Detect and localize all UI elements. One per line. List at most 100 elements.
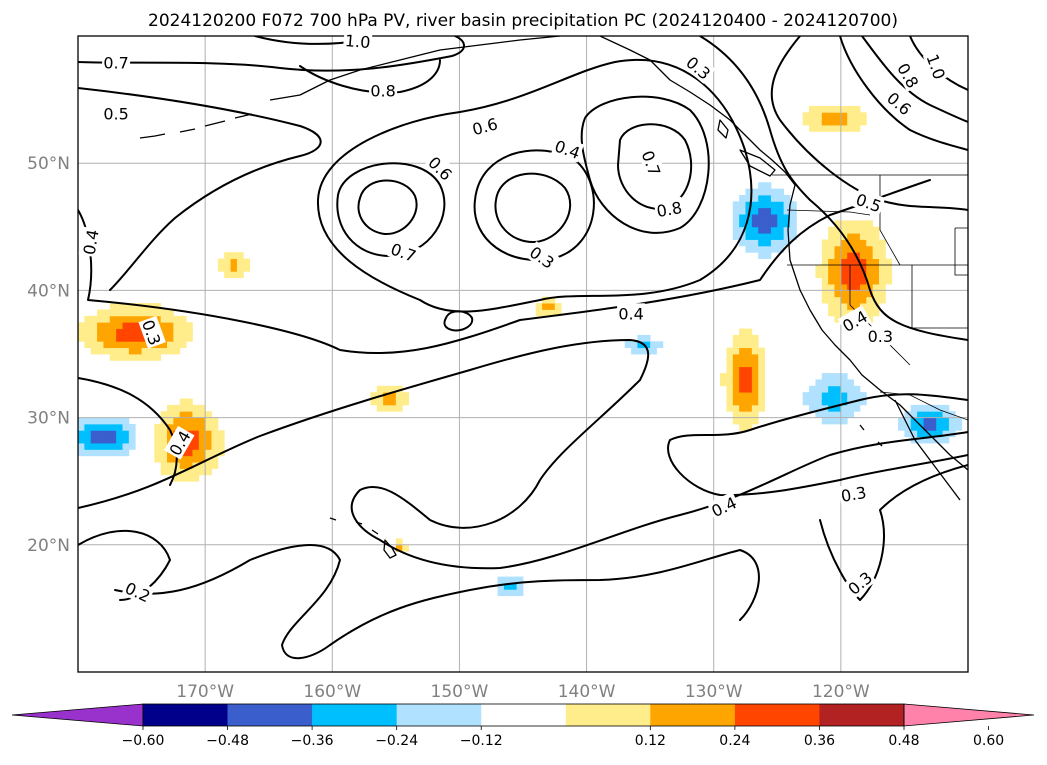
pc-fill-cell xyxy=(923,436,931,444)
pc-fill-cell xyxy=(135,322,142,329)
pc-fill-cell xyxy=(745,423,753,431)
pc-fill-cell xyxy=(173,404,181,412)
pc-fill-cell xyxy=(732,347,740,355)
pc-fill-cell xyxy=(154,315,162,323)
pc-fill-cell xyxy=(147,354,155,361)
pc-fill-cell xyxy=(554,303,562,310)
pc-fill-cell xyxy=(923,411,931,418)
contour-label-halo xyxy=(638,146,666,180)
pc-fill-cell xyxy=(192,443,200,450)
pc-fill-cell xyxy=(840,118,848,126)
pc-fill-cell xyxy=(834,398,842,406)
colorbar-tick-label: 0.36 xyxy=(804,733,835,749)
pc-fill-cell xyxy=(898,423,905,431)
pc-fill-cell xyxy=(809,112,816,120)
pc-fill-cell xyxy=(739,239,746,247)
pc-fill-cell xyxy=(122,341,130,349)
pc-fill-cell xyxy=(103,443,111,450)
lat-label: 40°N xyxy=(27,281,70,301)
pc-fill-cell xyxy=(770,239,778,247)
pc-fill-cell xyxy=(128,303,136,310)
pc-fill-cell xyxy=(758,220,765,228)
pc-fill-cell xyxy=(376,398,384,406)
pc-fill-cell xyxy=(821,392,829,399)
pc-fill-cell xyxy=(103,341,111,349)
pc-fill-cell xyxy=(167,347,174,355)
pv-contour-0-6-west xyxy=(336,162,446,257)
pc-fill-cell xyxy=(770,207,778,215)
contour-label-halo xyxy=(424,151,458,185)
contour-label: 0.4 xyxy=(617,303,646,323)
pc-fill-cell xyxy=(751,226,759,234)
pc-fill-cell xyxy=(828,417,835,425)
pc-fill-cell xyxy=(211,423,219,431)
contour-label-halo xyxy=(866,326,895,346)
contour-label-halo xyxy=(842,566,877,599)
pc-fill-cell xyxy=(853,404,861,412)
pc-fill-cell xyxy=(764,182,772,190)
pc-fill-cell xyxy=(847,385,854,393)
pc-fill-cell xyxy=(122,303,130,310)
colorbar: −0.60 −0.48 −0.36 −0.24 −0.12 0.12 0.24 0.36 0.4… xyxy=(11,703,1035,749)
pc-fill-cell xyxy=(135,341,142,349)
lon-label: 140°W xyxy=(558,682,616,702)
pc-fill-cell xyxy=(128,430,136,438)
pc-fill-cell xyxy=(828,296,835,304)
pc-fill-cell xyxy=(192,436,200,444)
pc-fill-cell xyxy=(821,258,829,266)
pc-fill-cell xyxy=(116,322,123,329)
pc-fill-cell xyxy=(116,328,123,336)
pc-fill-cell xyxy=(732,411,740,418)
pc-fill-cell xyxy=(809,105,816,113)
pc-fill-cell xyxy=(516,576,524,584)
pc-fill-cell xyxy=(84,449,92,457)
pc-fill-cell xyxy=(179,404,187,412)
pc-fill-cell xyxy=(739,373,746,380)
pc-fill-cell xyxy=(904,423,912,431)
pc-fill-cell xyxy=(859,271,867,279)
pc-fill-cell xyxy=(122,347,130,355)
pc-fill-cell xyxy=(853,233,861,240)
pc-fill-cell xyxy=(879,271,886,279)
pc-fill-cell xyxy=(821,373,829,380)
pc-fill-cell xyxy=(732,233,740,240)
pc-fill-cell xyxy=(179,328,187,336)
pc-fill-cell xyxy=(859,303,867,310)
pc-fill-cell xyxy=(720,379,727,387)
pc-fill-cell xyxy=(758,252,765,259)
contour-label-halo xyxy=(78,226,102,258)
pc-fill-cell xyxy=(751,347,759,355)
pc-fill-cell xyxy=(179,417,187,425)
pc-fill-cell xyxy=(936,436,943,444)
colorbar-tick-label: −0.60 xyxy=(122,733,165,749)
pc-fill-cell xyxy=(751,188,759,196)
pc-fill-cell xyxy=(103,334,111,342)
pc-fill-cell xyxy=(828,271,835,279)
pc-fill-cell xyxy=(872,264,880,272)
pc-fill-cell xyxy=(186,398,193,406)
pc-fill-cell xyxy=(160,341,168,349)
pc-fill-cell xyxy=(745,334,753,342)
pc-fill-cell xyxy=(872,258,880,266)
pc-fill-cell xyxy=(828,233,835,240)
pc-fill-cell xyxy=(872,290,880,298)
pc-fill-cell xyxy=(154,455,162,463)
pc-fill-cell xyxy=(179,411,187,418)
pc-fill-cell xyxy=(834,379,842,387)
pc-fill-cell xyxy=(97,341,104,349)
pc-fill-cell xyxy=(872,277,880,285)
pc-fill-cell xyxy=(192,455,200,463)
pc-fill-cell xyxy=(853,277,861,285)
pc-fill-cell xyxy=(173,423,181,431)
pc-fill-cell xyxy=(739,233,746,240)
pc-fill-cell xyxy=(751,360,759,368)
pc-fill-cell xyxy=(154,449,162,457)
pc-fill-cell xyxy=(783,207,791,215)
pc-fill-cell xyxy=(198,462,206,469)
pc-fill-cell xyxy=(885,258,893,266)
pc-fill-cell xyxy=(109,303,117,310)
pc-fill-cell xyxy=(904,430,912,438)
pc-fill-cell xyxy=(376,385,384,393)
pc-fill-cell xyxy=(859,277,867,285)
pc-fill-cell xyxy=(198,423,206,431)
